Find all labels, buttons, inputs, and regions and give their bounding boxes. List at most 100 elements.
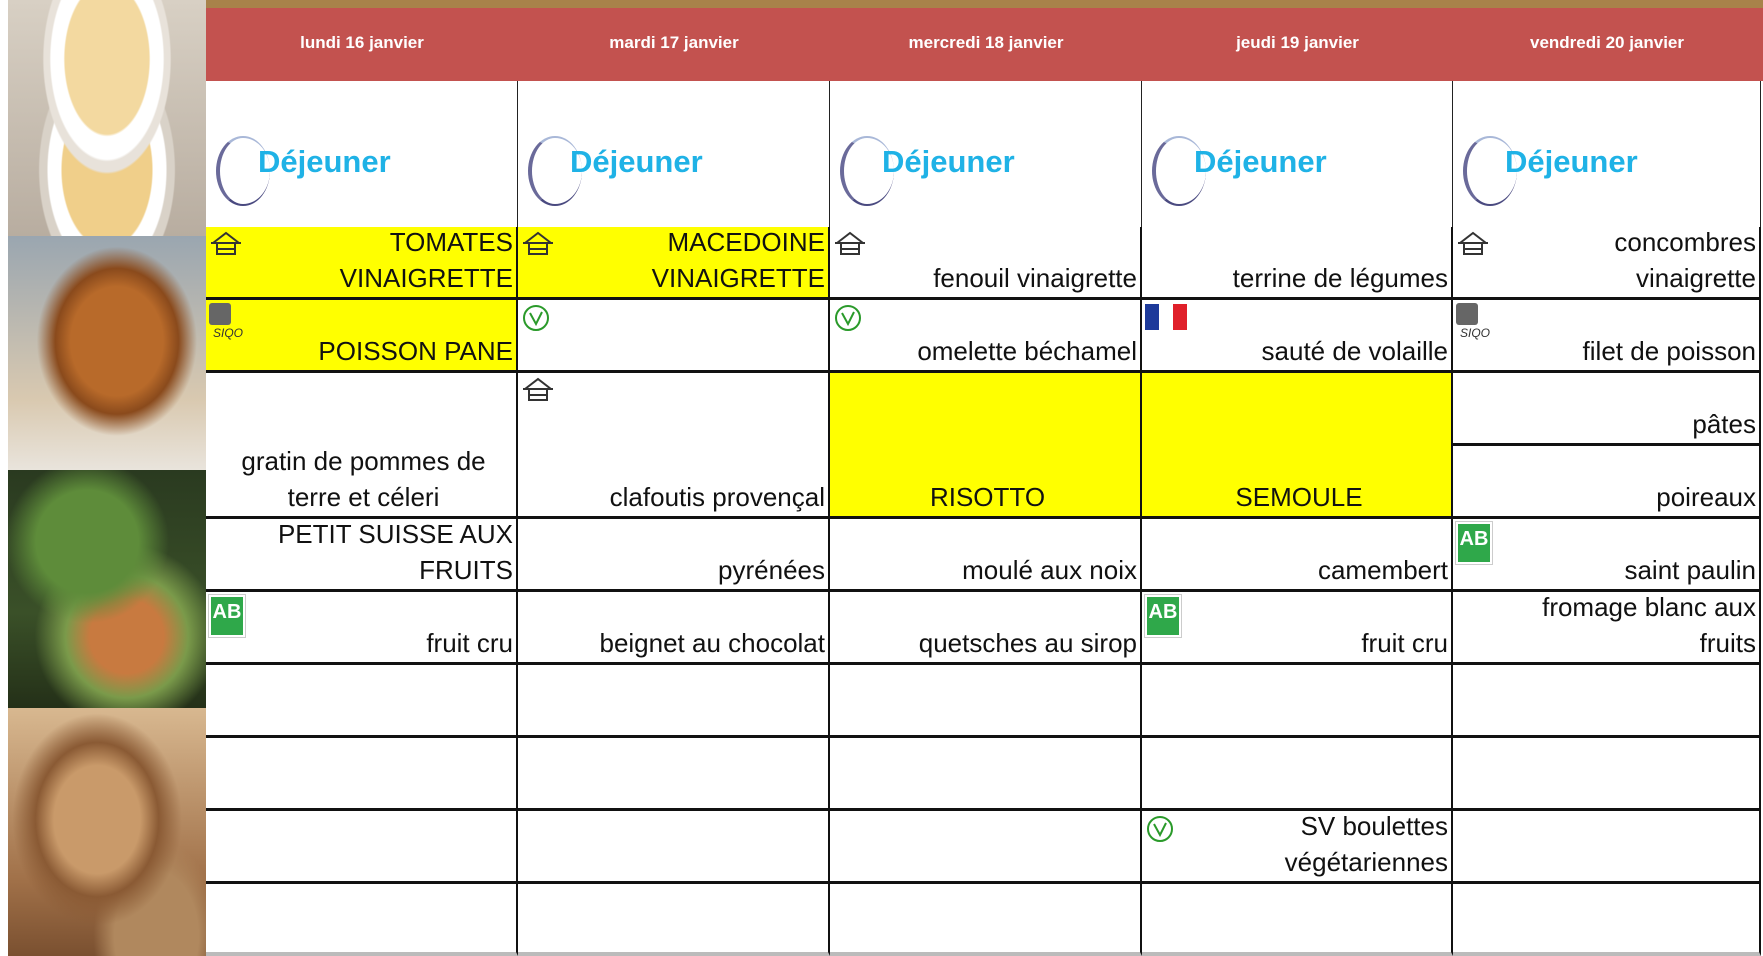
icon-holder (521, 376, 555, 413)
icon-holder (521, 303, 551, 342)
menu-item: pyrénées (518, 519, 830, 592)
meal-label: Déjeuner (258, 144, 391, 179)
photo-walnuts (8, 708, 206, 956)
menu-item: terrine de légumes (1142, 227, 1453, 300)
menu-item: pâtes (1453, 373, 1761, 446)
meal-cell: Déjeuner (1453, 81, 1761, 227)
menu-item: saint paulin AB (1453, 519, 1761, 592)
empty-cell (1453, 884, 1761, 956)
menu-item: concombres vinaigrette (1453, 227, 1761, 300)
empty-cell (206, 665, 518, 738)
photo-gratin (8, 0, 206, 236)
vegetarian-icon (1147, 816, 1173, 842)
siqo-label: SIQO (212, 326, 243, 340)
icon-holder: AB (1144, 594, 1182, 638)
icon-holder (1145, 303, 1187, 339)
house-icon (1458, 231, 1488, 255)
meal-label: Déjeuner (1194, 144, 1327, 179)
house-icon (523, 231, 553, 255)
siqo-label: SIQO (1459, 326, 1490, 340)
empty-cell (206, 738, 518, 811)
day-header: vendredi 20 janvier (1529, 33, 1685, 52)
siqo-logo: SIQO (1456, 303, 1490, 340)
menu-item: moulé aux noix (830, 519, 1142, 592)
meal-arc (1152, 136, 1206, 206)
flag-icon (1145, 304, 1187, 330)
siqo-mark (209, 303, 231, 325)
empty-cell (518, 665, 830, 738)
menu-item: fromage blanc aux fruits (1453, 592, 1761, 665)
menu-item: PETIT SUISSE AUX FRUITS (206, 519, 518, 592)
photo-chicken (8, 236, 206, 470)
house-icon (835, 231, 865, 255)
menu-item: camembert (1142, 519, 1453, 592)
icon-holder: AB (1455, 521, 1493, 565)
day-header: mardi 17 janvier (609, 33, 739, 52)
meal-cell: Déjeuner (830, 81, 1142, 227)
empty-cell (518, 738, 830, 811)
empty-cell (1453, 665, 1761, 738)
menu-item: omelette béchamel (830, 300, 1142, 373)
ab-logo: AB (208, 594, 246, 638)
siqo-mark (1456, 303, 1478, 325)
empty-cell (1142, 665, 1453, 738)
header-bar (206, 0, 1763, 81)
meal-label: Déjeuner (882, 144, 1015, 179)
meal-label: Déjeuner (1505, 144, 1638, 179)
meal-arc (216, 136, 270, 206)
siqo-logo: SIQO (209, 303, 243, 340)
menu-item: fenouil vinaigrette (830, 227, 1142, 300)
menu-item: sauté de volaille (1142, 300, 1453, 373)
icon-holder (521, 230, 555, 267)
meal-arc (840, 136, 894, 206)
ab-logo: AB (1455, 521, 1493, 565)
day-header: lundi 16 janvier (300, 33, 424, 52)
ab-logo: AB (1144, 594, 1182, 638)
icon-holder (833, 303, 863, 342)
vegetarian-icon (523, 305, 549, 331)
vegetarian-icon (835, 305, 861, 331)
empty-cell (1453, 738, 1761, 811)
menu-item: POISSON PANE SIQO (206, 300, 518, 373)
empty-cell (206, 884, 518, 956)
meal-cell: Déjeuner (206, 81, 518, 227)
house-icon (523, 377, 553, 401)
empty-cell (1453, 811, 1761, 884)
empty-cell (830, 738, 1142, 811)
menu-item: RISOTTO (830, 373, 1142, 519)
empty-cell (206, 811, 518, 884)
meal-arc (528, 136, 582, 206)
menu-item: SV boulettes végétariennes (1142, 811, 1453, 884)
empty-cell (830, 811, 1142, 884)
empty-cell (518, 884, 830, 956)
icon-holder (833, 230, 867, 267)
house-icon (211, 231, 241, 255)
day-header: mercredi 18 janvier (908, 33, 1064, 52)
menu-item: MACEDOINE VINAIGRETTE (518, 227, 830, 300)
empty-cell (830, 884, 1142, 956)
menu-item: quetsches au sirop (830, 592, 1142, 665)
menu-item: TOMATES VINAIGRETTE (206, 227, 518, 300)
empty-cell (518, 811, 830, 884)
empty-cell (1142, 738, 1453, 811)
icon-holder: SIQO (209, 303, 243, 340)
empty-cell (1142, 884, 1453, 956)
menu-item: poireaux (1453, 446, 1761, 519)
photo-vegetables (8, 470, 206, 708)
icon-holder: AB (208, 594, 246, 638)
meal-cell: Déjeuner (518, 81, 830, 227)
icon-holder (1145, 814, 1175, 853)
empty-cell (518, 300, 830, 373)
menu-item: filet de poisson SIQO (1453, 300, 1761, 373)
meal-label: Déjeuner (570, 144, 703, 179)
day-header: jeudi 19 janvier (1236, 33, 1359, 52)
icon-holder (1456, 230, 1490, 267)
menu-item: gratin de pommes de terre et céleri (206, 373, 518, 519)
menu-item: fruit cru AB (1142, 592, 1453, 665)
meal-cell: Déjeuner (1142, 81, 1453, 227)
menu-item: beignet au chocolat (518, 592, 830, 665)
menu-item: clafoutis provençal (518, 373, 830, 519)
meal-arc (1463, 136, 1517, 206)
menu-item: SEMOULE (1142, 373, 1453, 519)
